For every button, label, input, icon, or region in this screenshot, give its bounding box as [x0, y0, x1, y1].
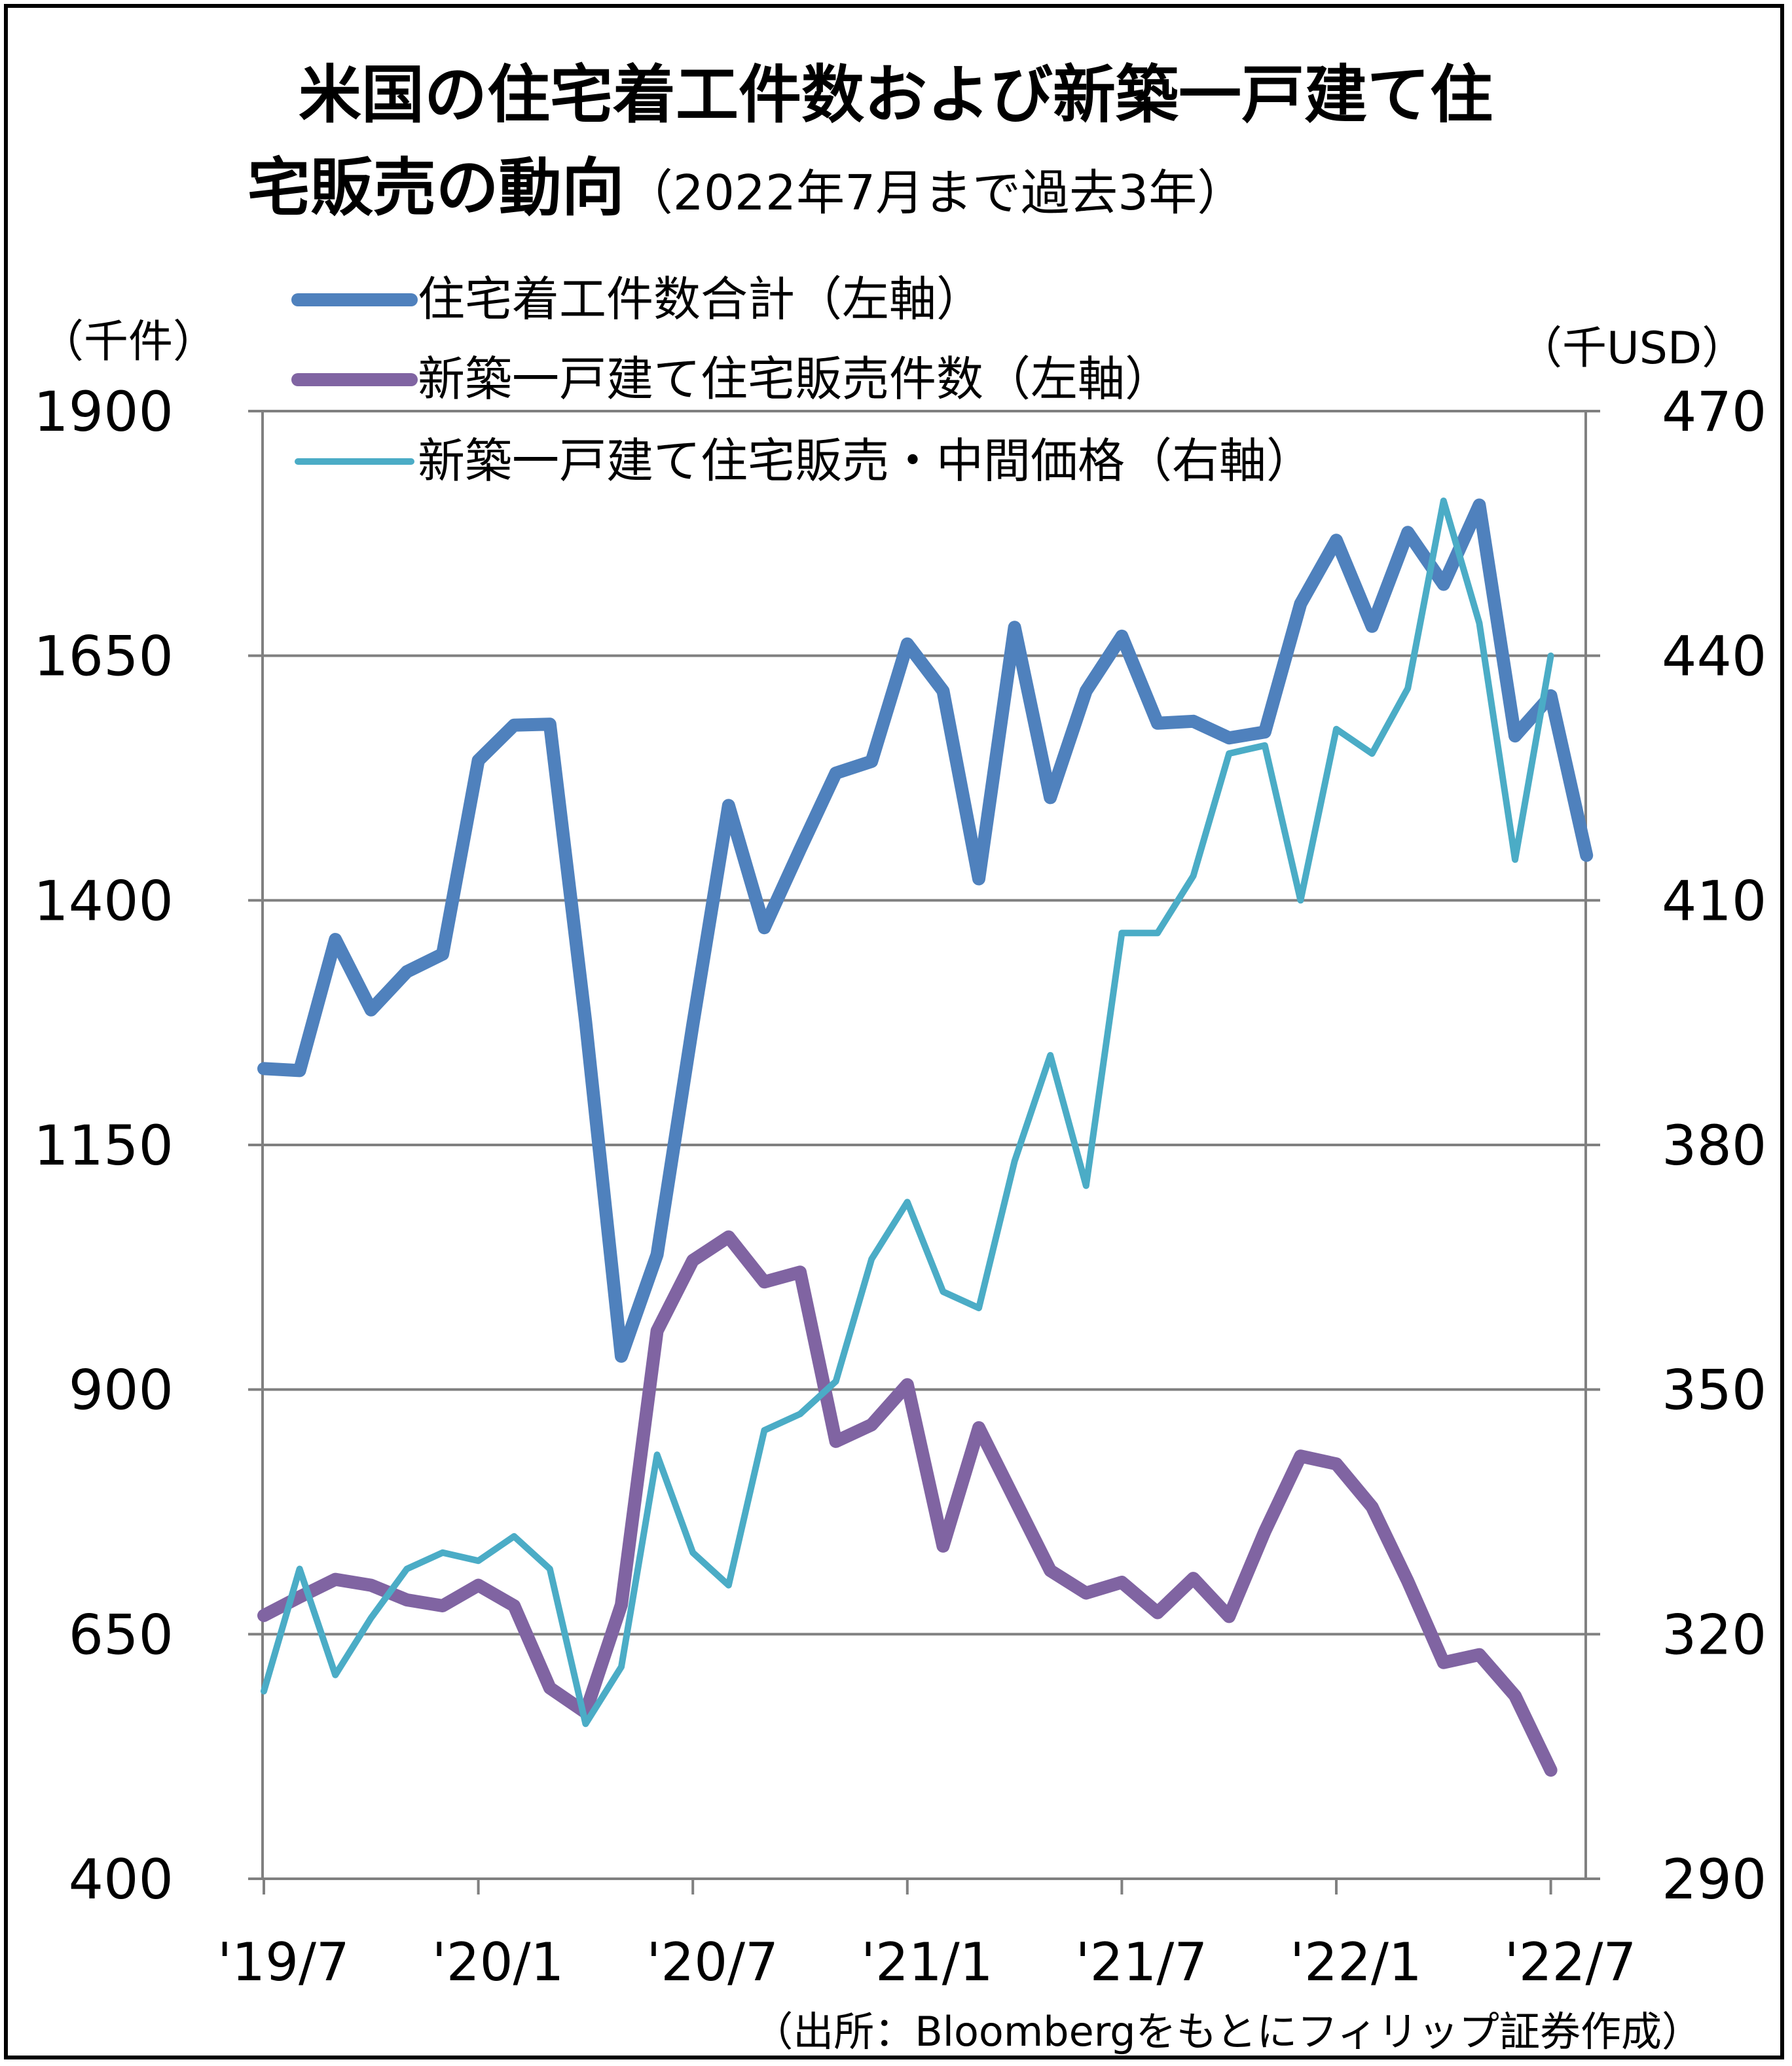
left-tick-label: 900 — [69, 1358, 174, 1423]
right-axis-unit: （千USD） — [1518, 323, 1746, 374]
new-home-sales-line — [257, 1230, 1558, 1777]
source-note: （出所：Bloombergをもとにフィリップ証券作成） — [752, 2008, 1702, 2056]
left-tick-label: 1900 — [33, 380, 174, 444]
legend: 住宅着工件数合計（左軸） 新築一戸建て住宅販売件数（左軸） 新築一戸建て住宅販売… — [291, 272, 1313, 488]
right-axis-tick-labels: 470 440 410 380 350 320 290 — [1586, 380, 1766, 1912]
right-tick-label: 410 — [1662, 869, 1766, 933]
chart-title-line2: 宅販売の動向 — [247, 151, 625, 225]
right-tick-label: 320 — [1662, 1603, 1766, 1667]
chart-frame — [4, 4, 1784, 2059]
series-lines — [257, 498, 1594, 1777]
right-tick-label: 440 — [1662, 625, 1766, 689]
x-tick-label: '21/7 — [1076, 1932, 1208, 1993]
x-tick-label: '22/7 — [1505, 1932, 1637, 1993]
right-tick-label: 470 — [1662, 380, 1766, 444]
x-tick-label: '20/1 — [432, 1932, 564, 1993]
left-tick-label: 400 — [69, 1847, 174, 1912]
right-tick-label: 350 — [1662, 1358, 1766, 1423]
x-tick-label: '22/1 — [1290, 1932, 1422, 1993]
left-tick-label: 1400 — [33, 869, 174, 933]
x-axis-tick-labels: '19/7 '20/1 '20/7 '21/1 '21/7 '22/1 '22/7 — [217, 1879, 1636, 1993]
x-tick-label: '21/1 — [861, 1932, 993, 1993]
median-price-line — [261, 498, 1554, 1728]
x-tick-label: '20/7 — [646, 1932, 778, 1993]
left-axis-tick-labels: 1900 1650 1400 1150 900 650 400 — [33, 380, 263, 1912]
legend-label-sales: 新築一戸建て住宅販売件数（左軸） — [418, 352, 1172, 407]
left-tick-label: 1650 — [33, 625, 174, 689]
right-tick-label: 380 — [1662, 1114, 1766, 1178]
chart-title-line2-group: 宅販売の動向（2022年7月まで過去3年） — [247, 151, 1246, 225]
chart-title-line1: 米国の住宅着工件数および新築一戸建て住 — [299, 58, 1493, 132]
housing-starts-line — [257, 498, 1594, 1363]
gridlines — [263, 410, 1586, 1636]
legend-label-starts: 住宅着工件数合計（左軸） — [418, 272, 983, 327]
left-tick-label: 650 — [69, 1603, 174, 1667]
legend-label-price: 新築一戸建て住宅販売・中間価格（右軸） — [418, 433, 1313, 488]
right-tick-label: 290 — [1662, 1847, 1766, 1912]
left-tick-label: 1150 — [33, 1114, 174, 1178]
chart-subtitle: （2022年7月まで過去3年） — [625, 165, 1246, 221]
x-tick-label: '19/7 — [217, 1932, 350, 1993]
left-axis-unit: （千件） — [39, 316, 217, 368]
